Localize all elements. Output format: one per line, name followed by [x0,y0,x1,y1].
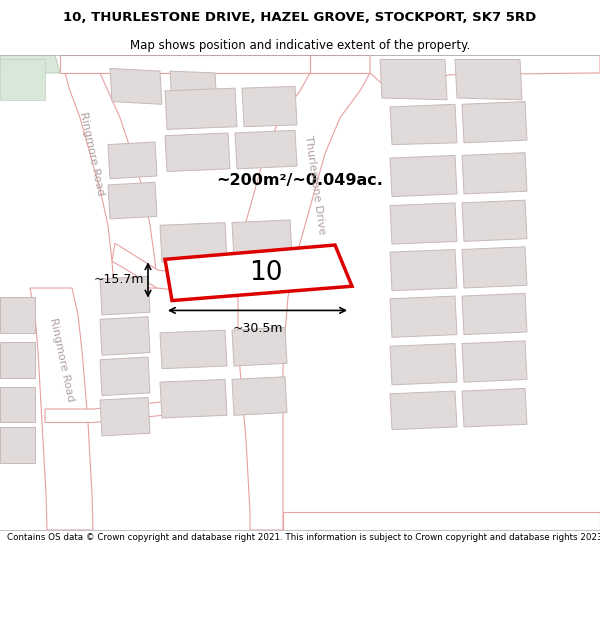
Polygon shape [100,317,150,355]
Polygon shape [310,55,370,73]
Polygon shape [165,88,237,129]
Polygon shape [390,296,457,338]
Polygon shape [462,341,527,382]
Text: 10, THURLESTONE DRIVE, HAZEL GROVE, STOCKPORT, SK7 5RD: 10, THURLESTONE DRIVE, HAZEL GROVE, STOC… [64,11,536,24]
Polygon shape [100,276,150,315]
Polygon shape [60,55,310,73]
Polygon shape [462,200,527,241]
Polygon shape [390,249,457,291]
Polygon shape [380,59,447,100]
Text: Contains OS data © Crown copyright and database right 2021. This information is : Contains OS data © Crown copyright and d… [7,533,600,542]
Polygon shape [160,222,227,262]
Text: Map shows position and indicative extent of the property.: Map shows position and indicative extent… [130,39,470,51]
Polygon shape [238,55,370,530]
Polygon shape [108,142,157,179]
Polygon shape [462,293,527,334]
Polygon shape [232,328,287,366]
Polygon shape [112,243,240,297]
Polygon shape [462,152,527,194]
Polygon shape [170,71,217,107]
Polygon shape [390,344,457,385]
Polygon shape [0,342,35,377]
Polygon shape [462,247,527,288]
Polygon shape [165,245,352,301]
Polygon shape [232,220,292,259]
Polygon shape [455,59,522,100]
Polygon shape [0,387,35,422]
Polygon shape [165,133,230,171]
Polygon shape [45,400,180,422]
Polygon shape [283,512,600,530]
Polygon shape [370,55,600,91]
Polygon shape [390,391,457,429]
Text: ~15.7m: ~15.7m [94,274,144,286]
Polygon shape [160,379,227,418]
Polygon shape [30,288,93,530]
Polygon shape [0,59,45,100]
Polygon shape [390,203,457,244]
Polygon shape [242,86,297,127]
Polygon shape [110,69,162,104]
Polygon shape [160,330,227,369]
Text: Thurlestone Drive: Thurlestone Drive [303,135,327,235]
Text: 10: 10 [249,260,283,286]
Text: Ringmore Road: Ringmore Road [78,111,106,196]
Text: Ringmore Road: Ringmore Road [48,317,76,402]
Polygon shape [462,102,527,143]
Polygon shape [60,55,157,288]
Polygon shape [462,388,527,427]
Polygon shape [235,130,297,169]
Polygon shape [108,182,157,219]
Polygon shape [0,55,60,73]
Text: ~30.5m: ~30.5m [232,322,283,335]
Polygon shape [390,104,457,144]
Polygon shape [232,377,287,415]
Polygon shape [0,297,35,333]
Polygon shape [100,357,150,396]
Polygon shape [100,398,150,436]
Text: ~200m²/~0.049ac.: ~200m²/~0.049ac. [217,173,383,188]
Polygon shape [390,156,457,197]
Polygon shape [0,427,35,462]
